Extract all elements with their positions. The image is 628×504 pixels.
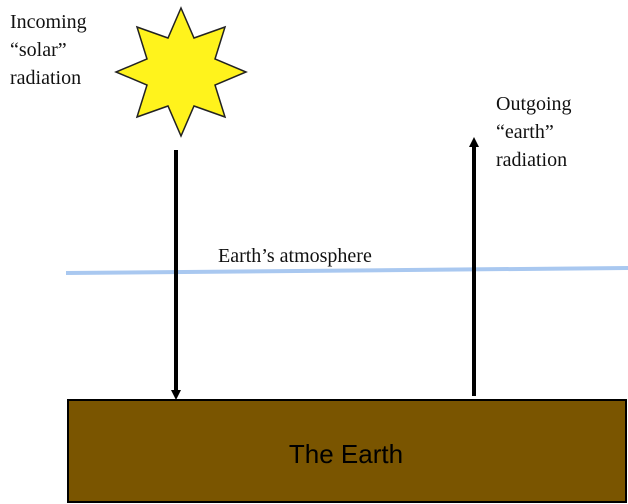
- outgoing-label: Outgoing “earth” radiation: [496, 93, 577, 171]
- earth-label: The Earth: [289, 439, 403, 469]
- earth: [67, 399, 627, 503]
- atmosphere-label: Earth’s atmosphere: [218, 245, 372, 267]
- sun: [114, 6, 248, 138]
- atmosphere-line: [65, 266, 628, 275]
- incoming-label: Incoming “solar” radiation: [10, 11, 92, 89]
